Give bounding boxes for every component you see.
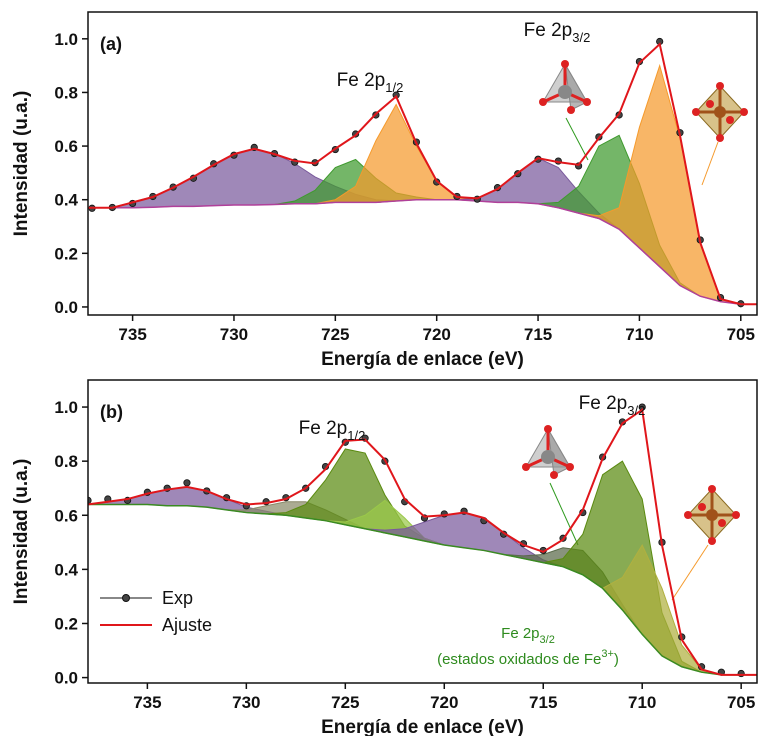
x-tick-label: 725 (321, 325, 349, 344)
x-tick-label: 720 (423, 325, 451, 344)
y-tick-label: 0.8 (54, 452, 78, 471)
y-tick-label: 0.0 (54, 298, 78, 317)
plot-frame (87, 11, 758, 316)
annotation-text: Fe 2p (299, 418, 348, 439)
x-tick-label: 735 (118, 325, 146, 344)
icons (520, 58, 750, 601)
note-text: Fe 2p (501, 625, 539, 642)
annotation: Fe 2p3/2 (579, 393, 646, 418)
annotation-sub: 1/2 (347, 428, 365, 443)
x-axis-label: Energía de enlace (eV) (321, 349, 524, 370)
note-end: ) (614, 651, 619, 668)
annotation-sub: 3/2 (627, 403, 645, 418)
panel-label: (a) (100, 34, 122, 54)
annotation: Fe 2p1/2 (337, 70, 404, 95)
x-tick-label: 715 (524, 325, 552, 344)
y-axis-label: Intensidad (u.a.) (11, 459, 32, 605)
y-tick-label: 0.6 (54, 506, 78, 525)
note-sup: 3+ (601, 648, 614, 660)
x-tick-label: 720 (430, 693, 458, 712)
y-tick-label: 0.2 (54, 614, 78, 633)
background-line (88, 503, 757, 676)
annotation: Fe 2p1/2 (299, 418, 366, 443)
x-tick-label: 715 (529, 693, 557, 712)
y-tick-label: 1.0 (54, 30, 78, 49)
y-tick-label: 0.2 (54, 244, 78, 263)
exp-point (758, 301, 764, 307)
fit-line (88, 42, 757, 306)
exp-point (758, 672, 764, 678)
y-tick-label: 0.4 (54, 191, 78, 210)
annotation: Fe 2p3/2 (524, 20, 591, 45)
note-line2: (estados oxidados de Fe (437, 651, 601, 668)
annotation-sub: 1/2 (385, 80, 403, 95)
background-line (88, 198, 757, 306)
y-tick-label: 0.0 (54, 669, 78, 688)
x-tick-label: 725 (331, 693, 359, 712)
x-tick-label: 705 (727, 693, 755, 712)
note: Fe 2p3/2 (501, 625, 555, 646)
x-tick-label: 710 (625, 325, 653, 344)
legend-label: Ajuste (162, 615, 212, 635)
legend-marker (122, 594, 130, 602)
exp-point (183, 479, 191, 487)
annotation-sub: 3/2 (572, 30, 590, 45)
note-sub: 3/2 (540, 634, 555, 646)
panel-label: (b) (100, 402, 123, 422)
x-tick-label: 735 (133, 693, 161, 712)
fit-line (88, 408, 757, 676)
legend-label: Exp (162, 588, 193, 608)
x-tick-label: 710 (628, 693, 656, 712)
plot-area (88, 403, 764, 678)
x-axis-label: Energía de enlace (eV) (321, 717, 524, 736)
y-tick-label: 0.6 (54, 137, 78, 156)
note: (estados oxidados de Fe3+) (437, 648, 619, 668)
panel: 735 730 725 720 715 710 705 0.0 0.2 0.4 0.6 0.8 1.0 E… (11, 11, 764, 370)
y-tick-label: 1.0 (54, 398, 78, 417)
x-tick-label: 730 (232, 693, 260, 712)
panel: 735 730 725 720 715 710 705 0.0 0.2 0.4 0.6 0.8 1.0 E… (11, 379, 764, 736)
y-axis-label: Intensidad (u.a.) (11, 91, 32, 237)
plot-area (88, 37, 764, 308)
x-tick-label: 705 (727, 325, 755, 344)
x-tick-label: 730 (220, 325, 248, 344)
annotation-text: Fe 2p (579, 393, 628, 414)
annotation-text: Fe 2p (337, 70, 386, 91)
annotation-text: Fe 2p (524, 20, 573, 41)
plot-frame (87, 379, 758, 684)
y-tick-label: 0.8 (54, 83, 78, 102)
y-tick-label: 0.4 (54, 560, 78, 579)
